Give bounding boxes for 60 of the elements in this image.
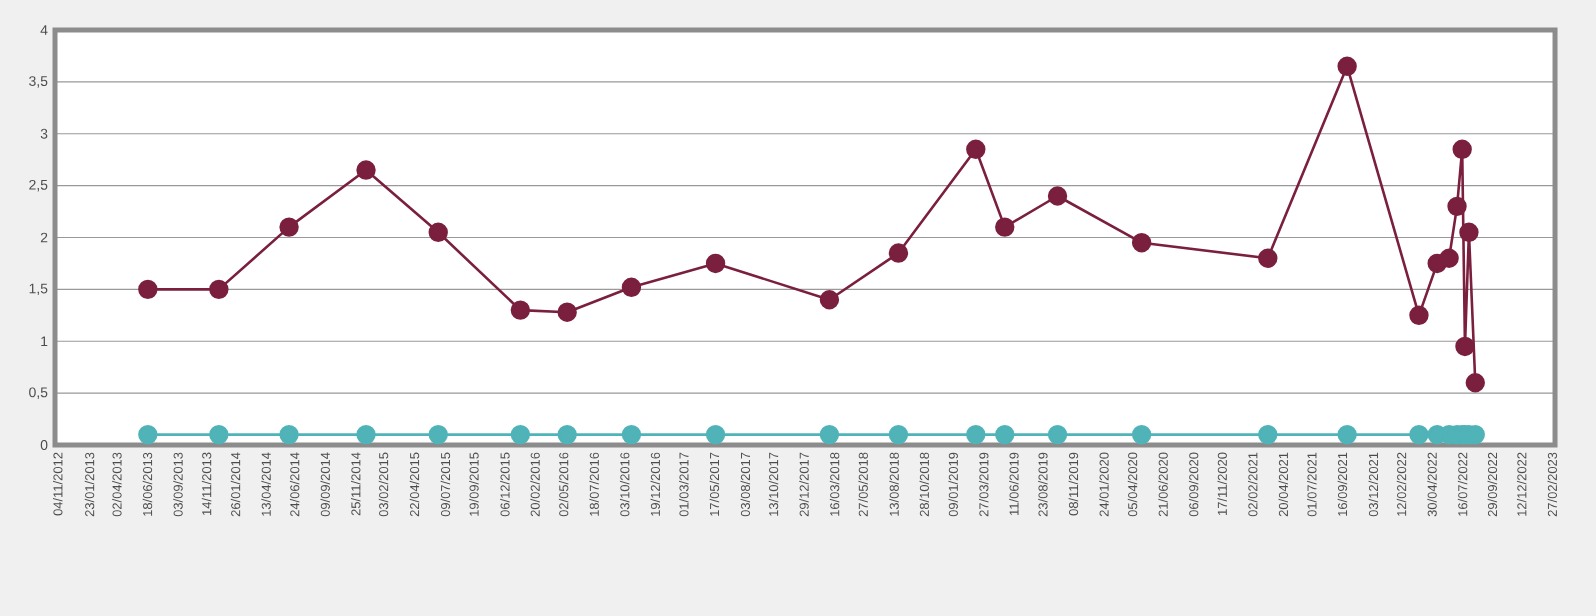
x-tick-label: 20/02/2016 xyxy=(530,452,540,517)
x-tick-label: 09/07/2015 xyxy=(440,452,451,517)
x-tick-label: 13/10/2017 xyxy=(768,452,779,516)
x-tick-label: 27/05/2018 xyxy=(858,452,868,517)
x-tick-label: 19/09/2015 xyxy=(469,452,479,516)
x-tick-label: 24/01/2020 xyxy=(1099,452,1109,517)
x-tick-label: 30/04/2022 xyxy=(1427,452,1437,517)
x-tick-label: 01/03/2017 xyxy=(679,452,689,517)
y-tick-label: 0,5 xyxy=(29,387,48,399)
x-tick-label: 17/05/2017 xyxy=(709,452,720,516)
x-tick-label: 05/04/2020 xyxy=(1127,452,1138,517)
x-tick-label: 27/03/2019 xyxy=(978,452,989,517)
x-tick-label: 09/01/2019 xyxy=(948,452,958,517)
x-tick-label: 23/08/2019 xyxy=(1038,452,1048,517)
x-tick-label: 09/09/2014 xyxy=(320,452,330,517)
x-tick-label: 12/12/2022 xyxy=(1516,452,1527,516)
y-tick-label: 1 xyxy=(41,336,48,347)
x-tick-label: 16/07/2022 xyxy=(1457,452,1468,516)
x-tick-label: 03/10/2016 xyxy=(619,452,630,517)
x-tick-label: 08/11/2019 xyxy=(1068,452,1079,516)
x-tick-label: 14/11/2013 xyxy=(201,452,212,515)
x-tick-label: 16/09/2021 xyxy=(1337,452,1348,516)
y-tick-label: 1,5 xyxy=(29,283,48,296)
x-tick-label: 25/11/2014 xyxy=(350,452,361,516)
x-tick-label: 04/11/2012 xyxy=(53,452,63,516)
x-tick-label: 28/10/2018 xyxy=(919,452,929,517)
y-tick-label: 3 xyxy=(40,128,48,139)
x-tick-label: 03/08/2017 xyxy=(740,452,751,517)
x-tick-label: 26/01/2014 xyxy=(230,452,241,517)
x-tick-label: 20/04/2021 xyxy=(1278,452,1289,517)
x-tick-label: 29/09/2022 xyxy=(1487,452,1498,517)
x-tick-label: 19/12/2016 xyxy=(650,452,660,516)
x-tick-label: 21/06/2020 xyxy=(1158,452,1168,517)
y-tick-label: 2,5 xyxy=(29,179,48,192)
x-tick-label: 12/02/2022 xyxy=(1396,452,1407,516)
y-tick-label: 2 xyxy=(40,232,48,243)
x-tick-label: 23/01/2013 xyxy=(84,452,95,517)
x-tick-label: 02/04/2013 xyxy=(112,452,122,517)
x-tick-label: 16/03/2018 xyxy=(829,452,840,516)
x-tick-label: 29/12/2017 xyxy=(799,452,809,517)
x-tick-label: 03/09/2013 xyxy=(173,452,183,517)
x-tick-label: 02/05/2016 xyxy=(558,452,569,517)
x-tick-label: 03/02/2015 xyxy=(378,452,389,517)
x-tick-label: 01/07/2021 xyxy=(1307,452,1317,517)
y-tick-label: 0 xyxy=(40,440,48,450)
x-tick-label: 02/02/2021 xyxy=(1247,452,1258,517)
x-tick-label: 27/02/2023 xyxy=(1547,452,1557,517)
x-tick-label: 11/06/2019 xyxy=(1009,452,1019,515)
x-tick-label: 24/06/2014 xyxy=(289,452,300,517)
x-tick-label: 06/09/2020 xyxy=(1188,452,1199,517)
x-tick-label: 18/07/2016 xyxy=(589,452,599,516)
x-tick-label: 17/11/2020 xyxy=(1217,452,1227,515)
x-tick-label: 18/06/2013 xyxy=(142,452,153,516)
y-tick-label: 4 xyxy=(40,25,48,35)
x-tick-label: 06/12/2015 xyxy=(500,452,510,517)
x-tick-label: 13/04/2014 xyxy=(261,452,271,516)
x-tick-label: 13/08/2018 xyxy=(889,452,899,516)
x-tick-label: 22/04/2015 xyxy=(409,452,420,517)
y-tick-label: 3,5 xyxy=(29,76,48,88)
x-tick-label: 03/12/2021 xyxy=(1368,452,1379,517)
